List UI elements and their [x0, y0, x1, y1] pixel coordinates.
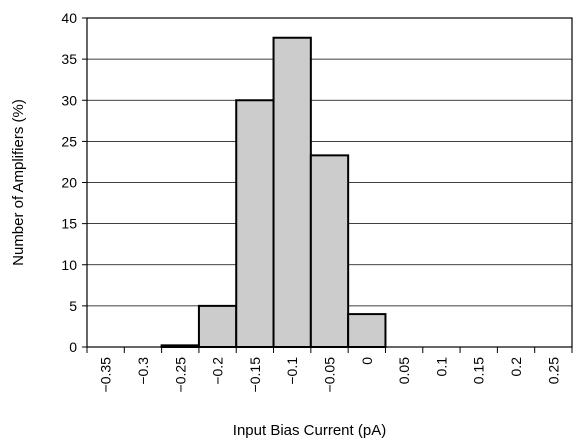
x-tick-label: 0.1: [433, 357, 449, 377]
x-tick-label: 0.25: [545, 357, 561, 384]
x-tick-label: −0.1: [284, 357, 300, 385]
x-tick-label: 0.15: [471, 357, 487, 384]
y-axis-ticks: 0 5 10 15 20 25 30 35 40: [61, 10, 87, 355]
histogram-bar: [199, 306, 236, 347]
y-tick-label: 30: [61, 92, 77, 108]
histogram-bar: [274, 38, 311, 347]
bars: [162, 38, 386, 347]
x-tick-label: 0: [359, 357, 375, 365]
y-axis-title: Number of Amplifiers (%): [10, 99, 27, 266]
y-tick-label: 40: [61, 10, 77, 26]
histogram-bar: [311, 155, 348, 347]
x-tick-label: 0.05: [396, 357, 412, 384]
x-tick-label: −0.05: [322, 357, 338, 393]
y-tick-label: 20: [61, 175, 77, 191]
y-tick-label: 35: [61, 51, 77, 67]
y-tick-label: 5: [69, 298, 77, 314]
histogram-bar: [236, 100, 273, 347]
y-tick-label: 25: [61, 133, 77, 149]
x-axis-title: Input Bias Current (pA): [233, 422, 386, 439]
x-tick-label: −0.2: [210, 357, 226, 385]
y-tick-label: 10: [61, 257, 77, 273]
x-tick-label: −0.35: [98, 357, 114, 393]
x-axis-ticks: −0.35 −0.3 −0.25 −0.2 −0.15 −0.1 −0.05 0 0.05 0.1…: [87, 347, 572, 392]
x-tick-label: 0.2: [508, 357, 524, 377]
y-tick-label: 15: [61, 216, 77, 232]
x-tick-label: −0.3: [135, 357, 151, 385]
histogram-bar: [348, 314, 385, 347]
x-tick-label: −0.15: [247, 357, 263, 393]
x-tick-label: −0.25: [172, 357, 188, 393]
y-tick-label: 0: [69, 339, 77, 355]
